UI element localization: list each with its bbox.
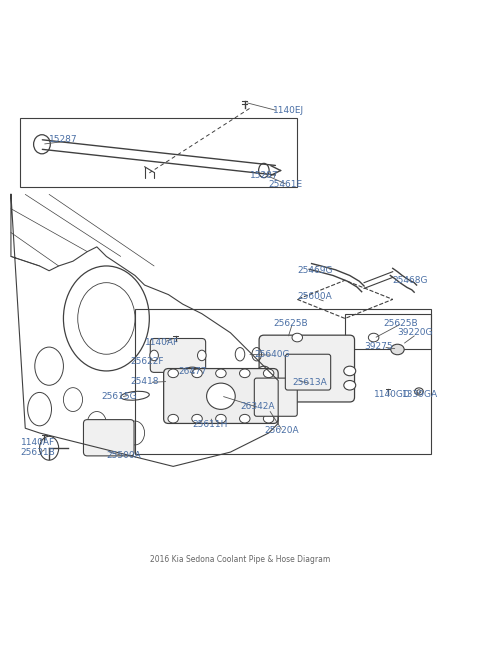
Text: 25625B: 25625B (383, 319, 418, 328)
Text: 25469G: 25469G (297, 266, 333, 276)
Ellipse shape (168, 415, 179, 423)
Text: 25620A: 25620A (264, 426, 299, 435)
FancyBboxPatch shape (164, 369, 278, 423)
Text: 25461E: 25461E (269, 180, 303, 190)
FancyBboxPatch shape (254, 378, 297, 417)
FancyBboxPatch shape (259, 335, 355, 402)
Text: 25611H: 25611H (192, 420, 228, 430)
Ellipse shape (344, 366, 356, 376)
Ellipse shape (415, 388, 423, 395)
Ellipse shape (216, 369, 226, 378)
Text: 1140AF: 1140AF (21, 438, 55, 447)
Ellipse shape (240, 415, 250, 423)
Text: 25613A: 25613A (292, 379, 327, 388)
Ellipse shape (258, 380, 270, 390)
Text: 25640G: 25640G (254, 350, 290, 359)
Ellipse shape (216, 415, 226, 423)
Text: 25631B: 25631B (21, 447, 55, 457)
Bar (135, 309, 431, 455)
Text: 15287: 15287 (250, 171, 278, 180)
Text: 25622F: 25622F (130, 357, 164, 366)
Ellipse shape (198, 350, 206, 361)
Text: 25625B: 25625B (274, 319, 308, 328)
FancyBboxPatch shape (285, 354, 331, 390)
Text: 1140AF: 1140AF (144, 338, 179, 347)
Text: 25468G: 25468G (393, 276, 428, 285)
Text: 1140GD: 1140GD (373, 390, 410, 400)
Bar (345, 314, 431, 350)
Ellipse shape (35, 347, 63, 385)
Text: 1339GA: 1339GA (402, 390, 438, 400)
Text: 39220G: 39220G (397, 328, 433, 337)
Ellipse shape (292, 333, 302, 342)
Ellipse shape (192, 369, 202, 378)
Ellipse shape (206, 383, 235, 409)
Text: 25418: 25418 (130, 377, 159, 386)
Text: 26477: 26477 (178, 367, 206, 377)
Ellipse shape (28, 392, 51, 426)
Text: 39275: 39275 (364, 342, 393, 351)
Bar (21, 118, 297, 187)
Ellipse shape (391, 344, 404, 355)
Text: 25615G: 25615G (102, 392, 137, 401)
Ellipse shape (264, 369, 274, 378)
Ellipse shape (264, 415, 274, 423)
Text: 26342A: 26342A (240, 402, 275, 411)
Ellipse shape (192, 415, 202, 423)
Text: 25600A: 25600A (297, 293, 332, 302)
FancyBboxPatch shape (84, 420, 134, 456)
Text: 25500A: 25500A (107, 451, 141, 460)
Text: 15287: 15287 (49, 135, 78, 144)
Text: 2016 Kia Sedona Coolant Pipe & Hose Diagram: 2016 Kia Sedona Coolant Pipe & Hose Diag… (150, 555, 330, 564)
Ellipse shape (150, 350, 158, 361)
Ellipse shape (258, 366, 270, 376)
Ellipse shape (368, 333, 379, 342)
Ellipse shape (39, 436, 59, 461)
Ellipse shape (344, 380, 356, 390)
FancyBboxPatch shape (150, 338, 205, 373)
Ellipse shape (168, 369, 179, 378)
Ellipse shape (240, 369, 250, 378)
Ellipse shape (63, 266, 149, 371)
Text: 1140EJ: 1140EJ (274, 106, 304, 115)
